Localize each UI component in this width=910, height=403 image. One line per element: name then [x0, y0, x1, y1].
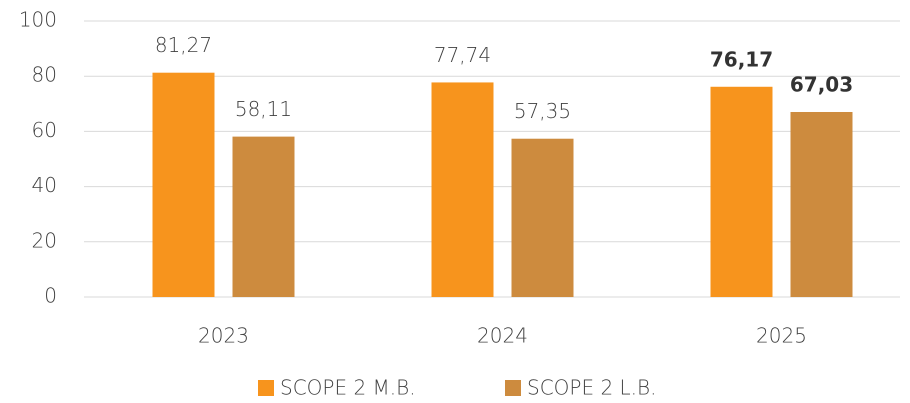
- y-tick-label: 80: [32, 63, 57, 87]
- data-label: 67,03: [790, 72, 853, 96]
- x-tick-label: 2023: [198, 324, 249, 348]
- x-tick-label: 2024: [477, 324, 528, 348]
- legend-swatch: [258, 380, 274, 396]
- legend-swatch: [505, 380, 521, 396]
- bar: [790, 111, 853, 298]
- data-label: 58,11: [235, 97, 292, 121]
- y-tick-label: 40: [32, 173, 57, 197]
- legend-label: SCOPE 2 M.B.: [280, 376, 416, 400]
- data-label: 57,35: [514, 99, 571, 123]
- bar: [431, 82, 494, 298]
- data-label: 76,17: [710, 47, 773, 71]
- y-tick-label: 20: [32, 228, 57, 252]
- bar: [710, 86, 773, 297]
- legend-label: SCOPE 2 L.B.: [527, 376, 657, 400]
- bar: [152, 72, 215, 298]
- data-label: 81,27: [155, 33, 212, 57]
- bar: [232, 136, 295, 297]
- bar: [511, 138, 574, 297]
- y-tick-label: 0: [44, 284, 57, 308]
- data-label: 77,74: [434, 43, 491, 67]
- x-tick-label: 2025: [756, 324, 807, 348]
- y-tick-label: 60: [32, 118, 57, 142]
- y-tick-label: 100: [19, 8, 57, 32]
